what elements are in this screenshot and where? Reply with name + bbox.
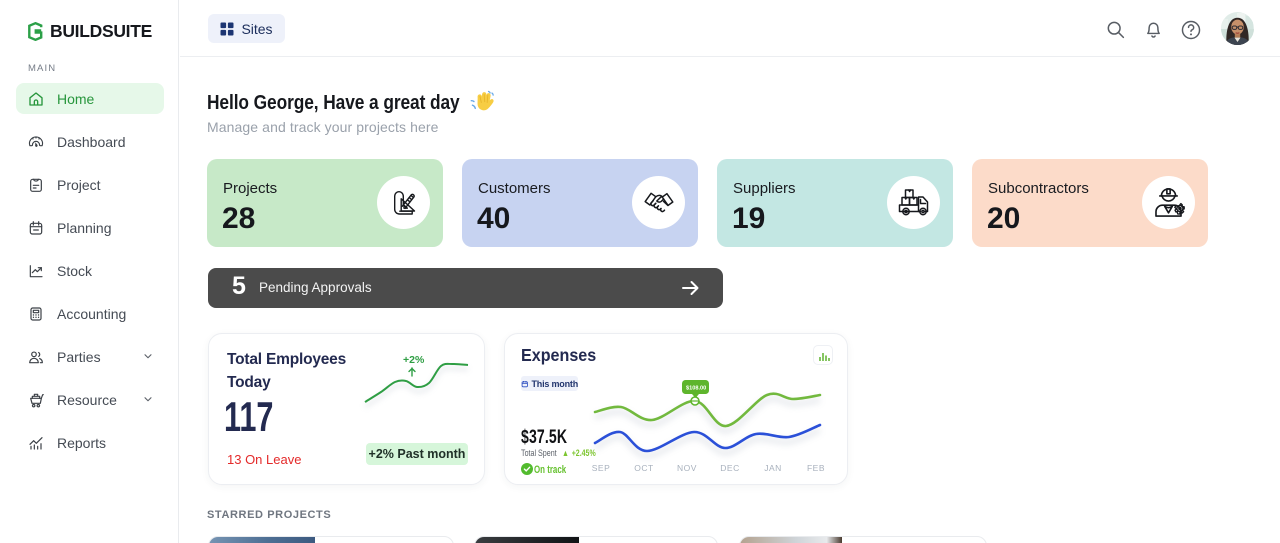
- svg-text:+2%: +2%: [403, 354, 425, 366]
- svg-text:NOV: NOV: [677, 463, 697, 473]
- svg-text:DEC: DEC: [720, 463, 739, 473]
- svg-text:OCT: OCT: [634, 463, 653, 473]
- svg-text:FEB: FEB: [807, 463, 825, 473]
- svg-text:SEP: SEP: [592, 463, 611, 473]
- svg-text:JAN: JAN: [764, 463, 782, 473]
- svg-text:$108.00: $108.00: [686, 386, 706, 392]
